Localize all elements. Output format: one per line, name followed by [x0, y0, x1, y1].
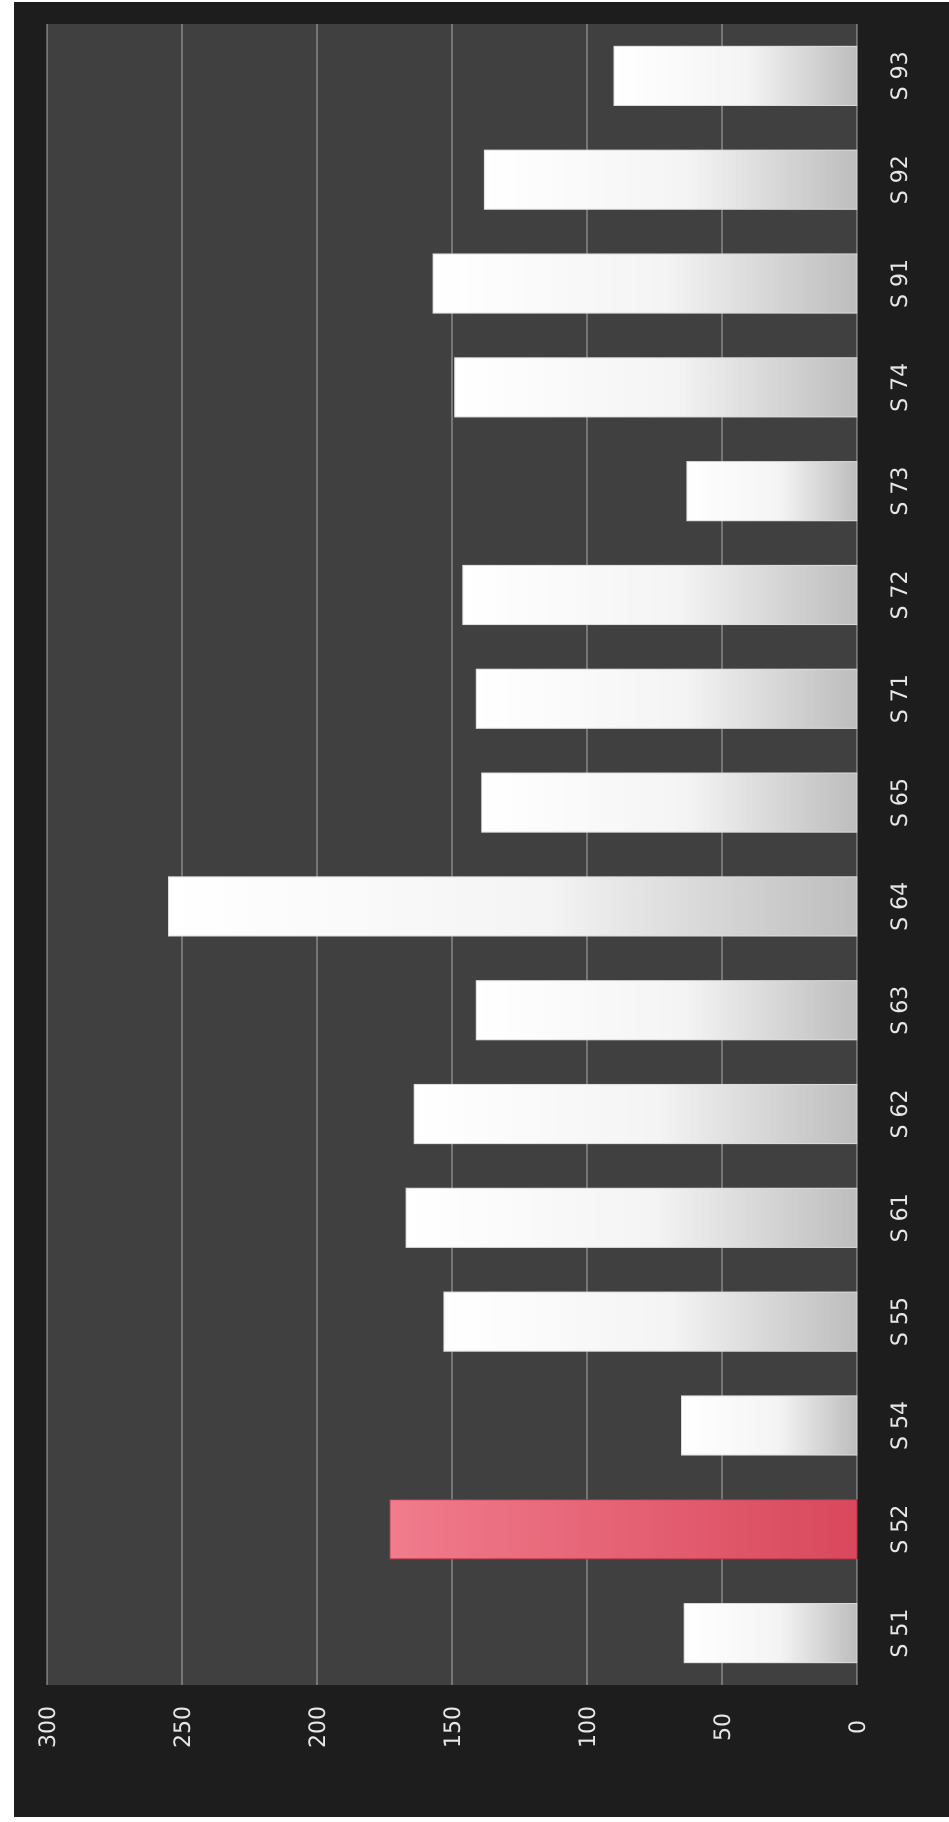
category-label: S 63: [888, 986, 913, 1035]
bar-s62: [413, 1083, 858, 1145]
bar-s74: [454, 357, 858, 418]
value-tick-label: 50: [711, 1713, 736, 1741]
category-label: S 93: [888, 51, 913, 100]
bar-s51: [683, 1603, 858, 1664]
category-label: S 65: [888, 778, 913, 827]
category-label: S 71: [888, 674, 913, 723]
category-label: S 52: [888, 1505, 913, 1554]
value-tick-label: 150: [441, 1706, 466, 1748]
bar-s64: [168, 876, 858, 937]
bar-s72: [462, 564, 858, 626]
category-axis: S 51 S 52 S 54 S 55 S 61 S 62 S 63 S 64 S 65 S 71…: [888, 51, 913, 1657]
value-axis: 0 50 100 150 200 250 300: [36, 1706, 871, 1748]
category-label: S 61: [888, 1193, 913, 1242]
category-label: S 64: [888, 882, 913, 931]
category-label: S 54: [888, 1401, 913, 1450]
category-label: S 55: [888, 1297, 913, 1346]
bar-s55: [443, 1291, 858, 1352]
bar-s54: [681, 1395, 858, 1456]
category-label: S 62: [888, 1090, 913, 1139]
category-label: S 74: [888, 363, 913, 412]
category-label: S 73: [888, 467, 913, 516]
bar-s63: [475, 980, 858, 1041]
chart-frame: 0 50 100 150 200 250 300 S 51 S 52 S 54 S 55 S 61 S…: [14, 2, 949, 1817]
bar-s92: [483, 149, 858, 210]
value-tick-label: 100: [576, 1706, 601, 1748]
value-tick-label: 0: [846, 1720, 871, 1734]
value-tick-label: 250: [171, 1706, 196, 1748]
category-label: S 92: [888, 155, 913, 204]
bar-s52: [389, 1499, 858, 1560]
bar-s71: [475, 668, 858, 729]
bar-s65: [481, 772, 858, 833]
bar-s93: [613, 45, 858, 106]
value-tick-label: 300: [36, 1706, 61, 1748]
category-label: S 51: [888, 1609, 913, 1658]
value-tick-label: 200: [306, 1706, 331, 1748]
category-label: S 91: [888, 259, 913, 308]
bar-s61: [405, 1187, 858, 1248]
bar-s91: [432, 253, 858, 314]
bars: [168, 45, 858, 1664]
bar-s73: [686, 461, 858, 522]
category-label: S 72: [888, 570, 913, 619]
